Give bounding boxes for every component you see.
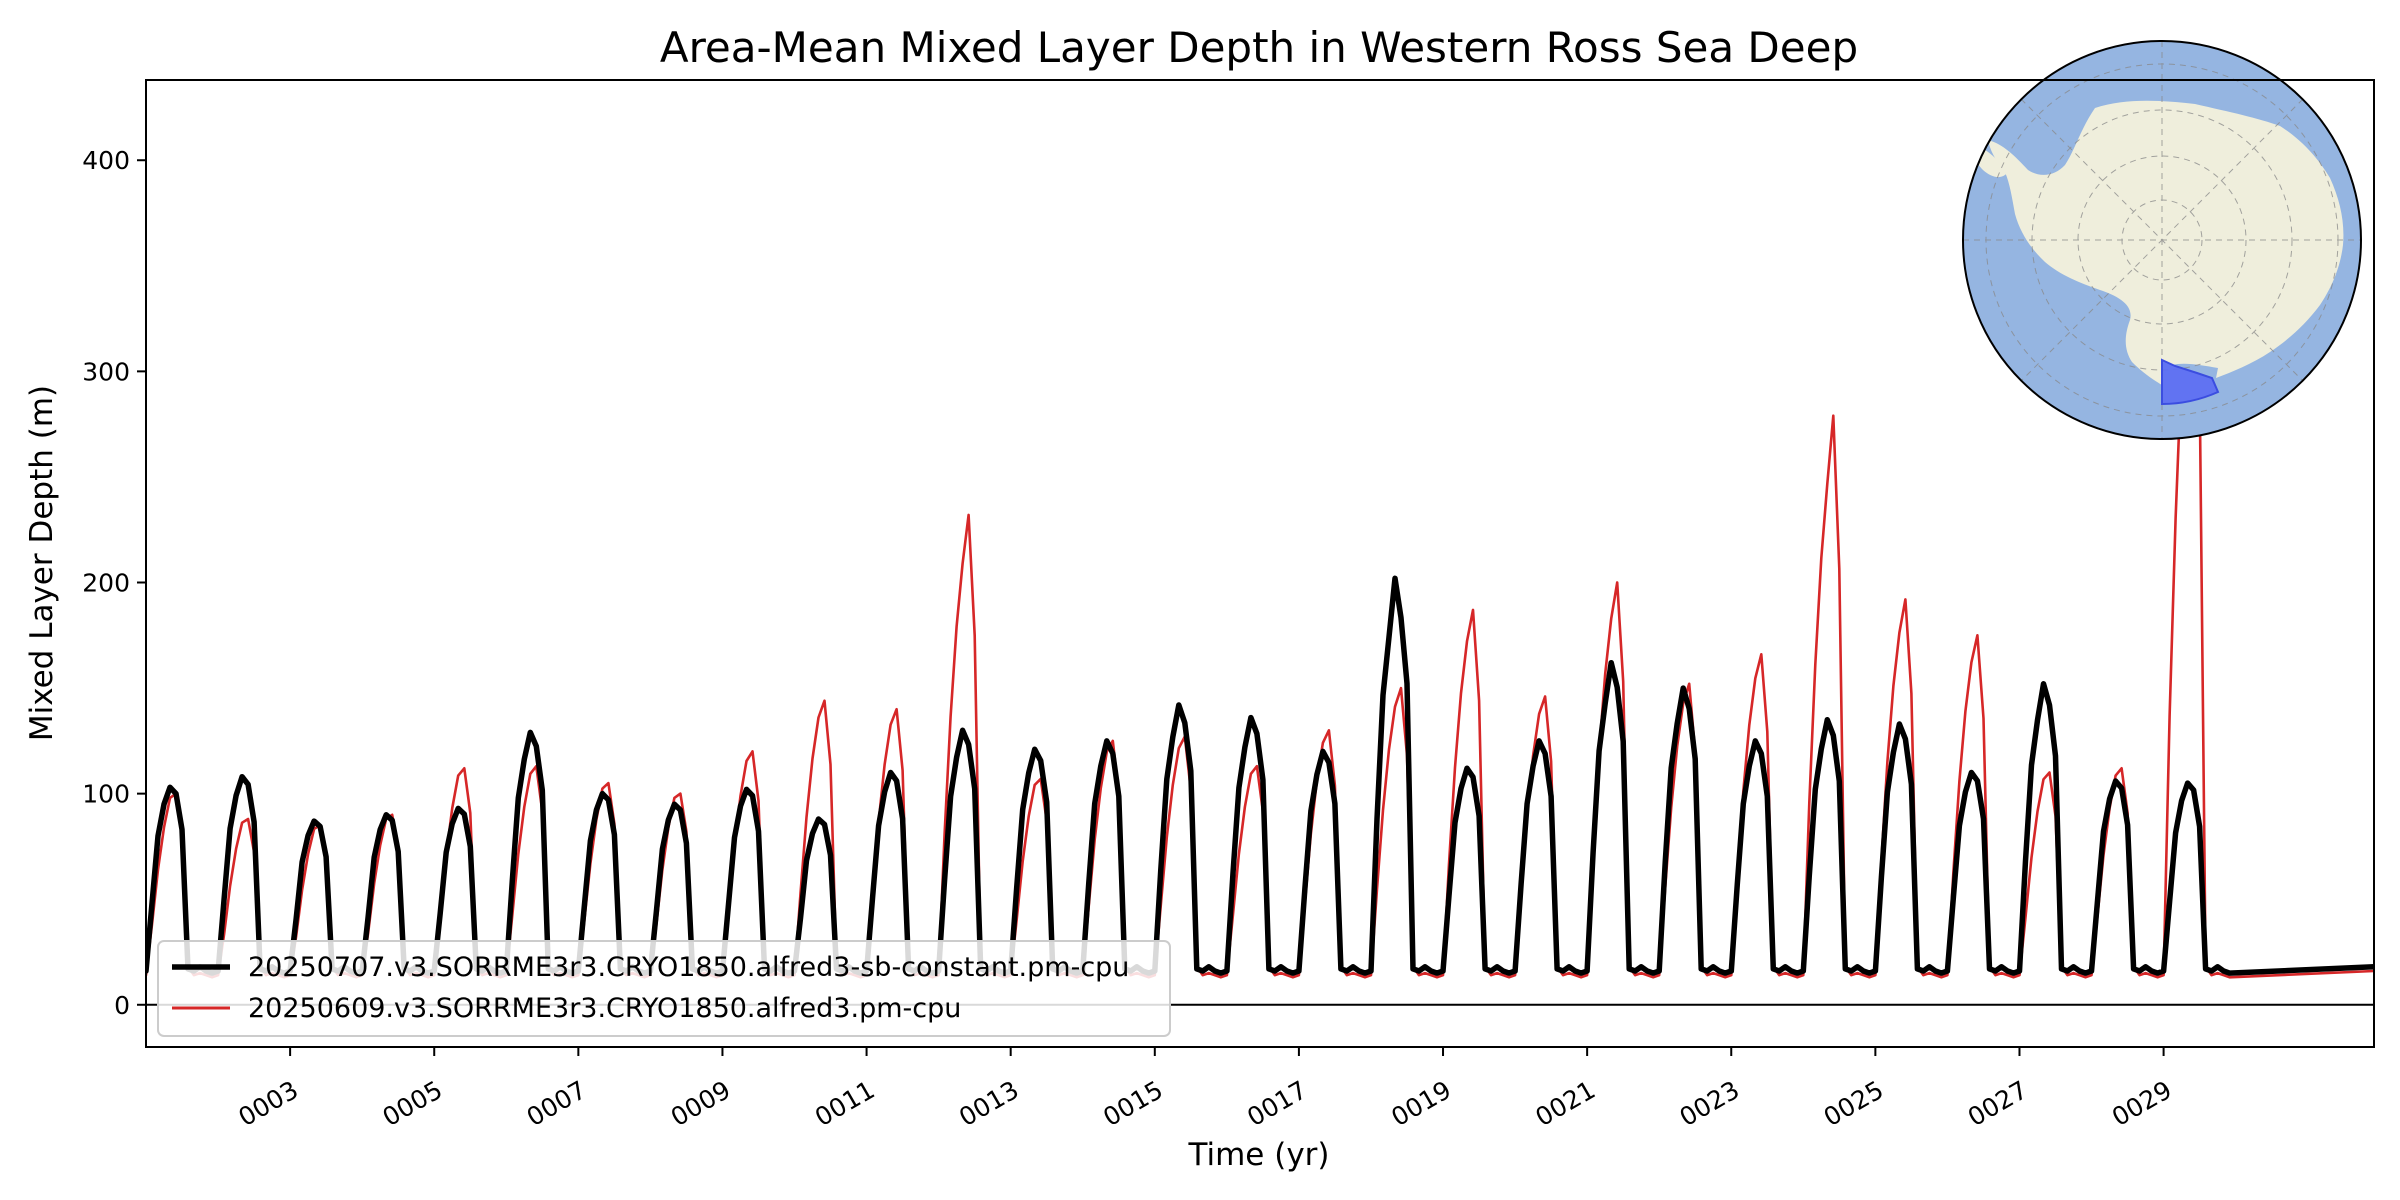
plot-frame bbox=[145, 79, 2375, 1048]
inset-map bbox=[1962, 40, 2362, 440]
y-tick-label: 300 bbox=[82, 357, 130, 386]
y-tick-label: 200 bbox=[82, 569, 130, 598]
y-axis-label: Mixed Layer Depth (m) bbox=[24, 385, 60, 741]
inset-region-western-ross-sea bbox=[2161, 358, 2220, 406]
inset-border bbox=[1962, 40, 2362, 440]
x-axis-label: Time (yr) bbox=[1188, 1137, 1330, 1173]
legend: 20250707.v3.SORRME3r3.CRYO1850.alfred3-s… bbox=[157, 940, 1171, 1037]
chart-title: Area-Mean Mixed Layer Depth in Western R… bbox=[660, 23, 1858, 72]
legend-box bbox=[157, 940, 1171, 1037]
inset-antarctica bbox=[1988, 100, 2344, 385]
legend-label-black: 20250707.v3.SORRME3r3.CRYO1850.alfred3-s… bbox=[248, 952, 1129, 983]
y-tick-label: 100 bbox=[82, 780, 130, 809]
y-tick-label: 0 bbox=[114, 991, 130, 1020]
legend-label-red: 20250609.v3.SORRME3r3.CRYO1850.alfred3.p… bbox=[248, 993, 961, 1024]
y-tick-label: 400 bbox=[82, 146, 130, 175]
inset-graticule bbox=[1963, 41, 2361, 439]
